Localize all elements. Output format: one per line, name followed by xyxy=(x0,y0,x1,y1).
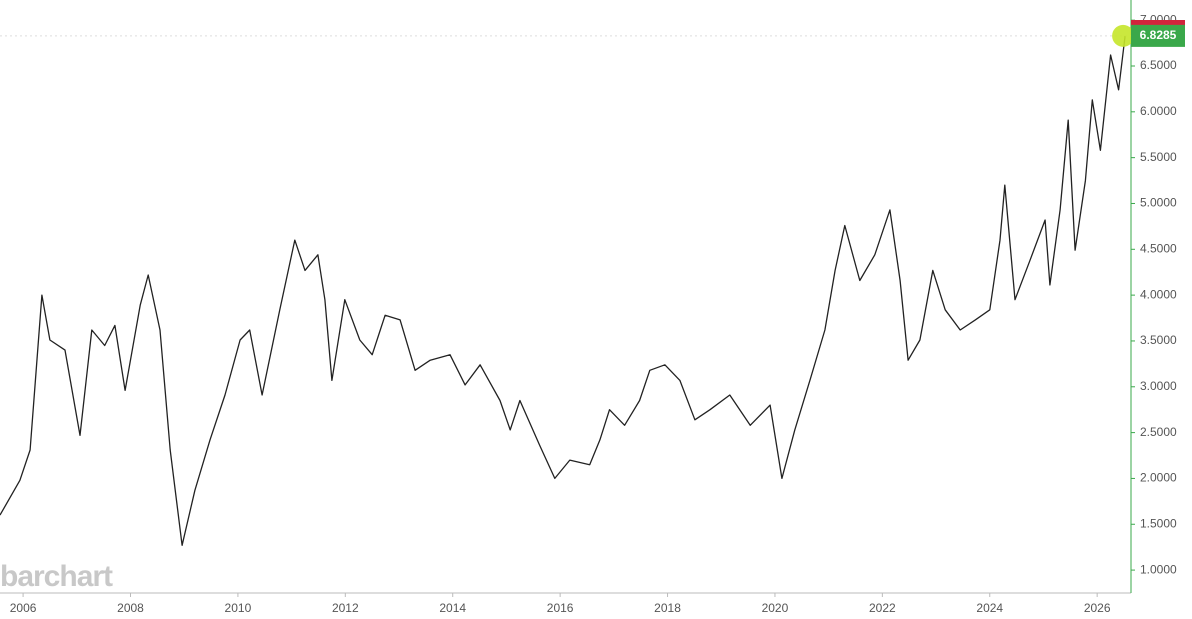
high-marker xyxy=(1131,20,1185,28)
y-tick-label: 1.5000 xyxy=(1140,516,1177,530)
y-tick-label: 5.5000 xyxy=(1140,150,1177,164)
x-tick-label: 2022 xyxy=(869,601,896,615)
y-tick-label: 4.0000 xyxy=(1140,287,1177,301)
x-tick-label: 2010 xyxy=(225,601,252,615)
y-tick-label: 1.0000 xyxy=(1140,562,1177,576)
x-tick-label: 2026 xyxy=(1084,601,1111,615)
price-line xyxy=(0,35,1126,546)
x-tick-label: 2008 xyxy=(117,601,144,615)
y-tick-label: 5.0000 xyxy=(1140,196,1177,210)
x-tick-label: 2018 xyxy=(654,601,681,615)
price-box xyxy=(1131,24,1185,47)
price-label: 6.8285 xyxy=(1140,28,1177,42)
y-tick-label: 4.5000 xyxy=(1140,241,1177,255)
x-tick-label: 2016 xyxy=(547,601,574,615)
x-tick-label: 2012 xyxy=(332,601,359,615)
x-tick-label: 2020 xyxy=(762,601,789,615)
y-tick-label: 6.0000 xyxy=(1140,104,1177,118)
x-tick-label: 2014 xyxy=(439,601,466,615)
y-tick-label: 3.0000 xyxy=(1140,379,1177,393)
x-tick-label: 2006 xyxy=(10,601,37,615)
y-tick-label: 2.5000 xyxy=(1140,425,1177,439)
x-tick-label: 2024 xyxy=(976,601,1003,615)
y-tick-label: 2.0000 xyxy=(1140,471,1177,485)
watermark: barchart xyxy=(0,560,113,593)
y-tick-label: 3.5000 xyxy=(1140,333,1177,347)
y-tick-label: 6.5000 xyxy=(1140,58,1177,72)
last-point-marker xyxy=(1112,24,1135,47)
